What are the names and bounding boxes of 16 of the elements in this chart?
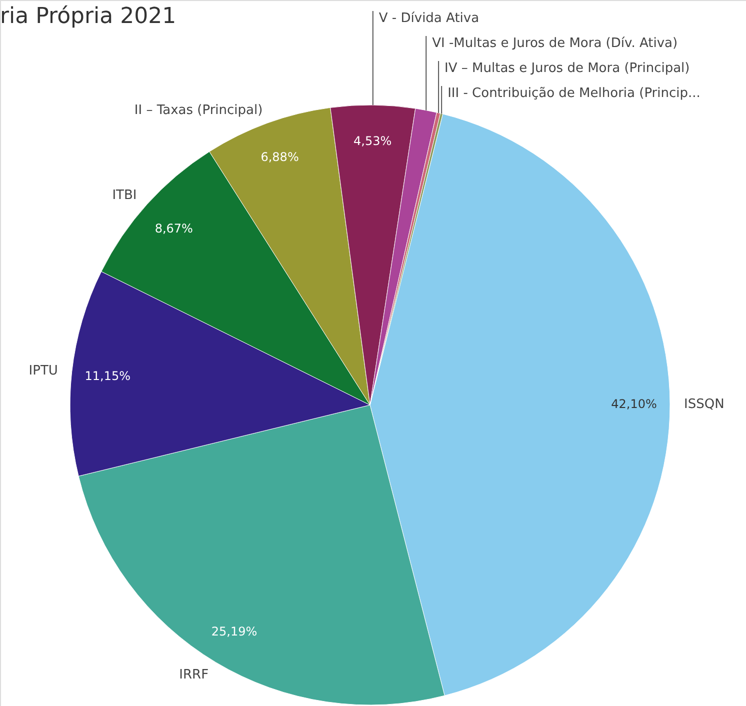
- data-label: 11,15%: [84, 368, 131, 383]
- data-label: 8,67%: [154, 221, 193, 236]
- data-label: 6,88%: [260, 150, 299, 164]
- slice-label: II – Taxas (Principal): [134, 102, 263, 118]
- data-label: 42,10%: [611, 397, 657, 412]
- data-label: 4,53%: [353, 134, 392, 148]
- chart-title: ria Própria 2021: [0, 4, 176, 29]
- slice-label: ITBI: [112, 188, 137, 203]
- data-label: 25,19%: [211, 624, 258, 638]
- slice-label: ISSQN: [684, 397, 724, 412]
- slice-label: IRRF: [179, 667, 209, 682]
- slice-label: V - Dívida Ativa: [378, 11, 480, 26]
- slice-label: III - Contribuição de Melhoria (Princip...: [448, 86, 700, 101]
- slice-label: IV – Multas e Juros de Mora (Principal): [444, 61, 690, 76]
- slice-label: IPTU: [28, 363, 58, 378]
- slice-label: VI -Multas e Juros de Mora (Dív. Ativa): [432, 36, 678, 51]
